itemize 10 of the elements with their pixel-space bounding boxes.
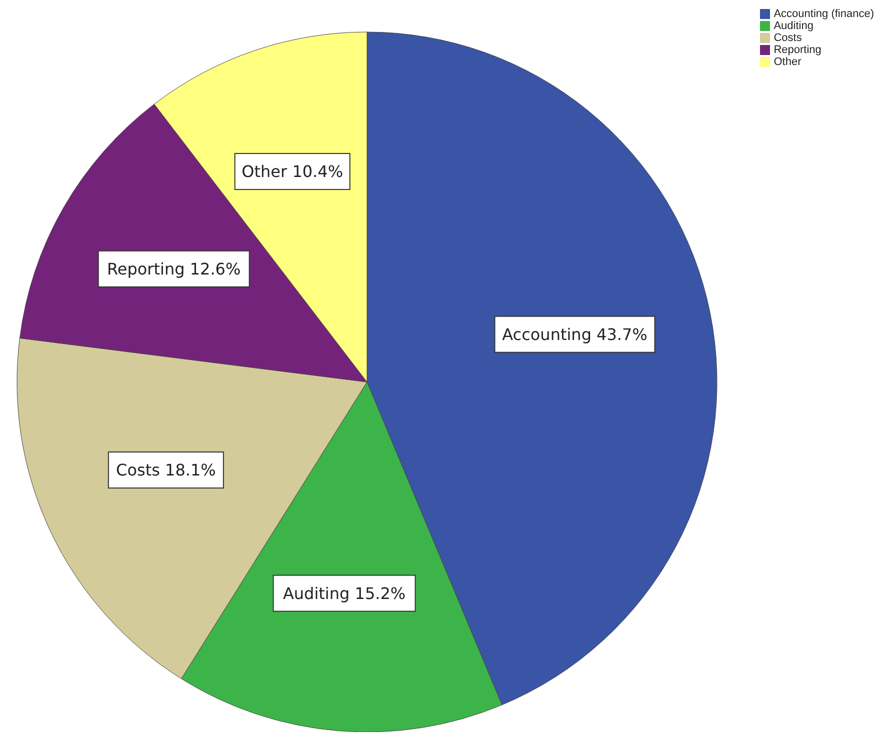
data-label: Accounting 43.7% (502, 324, 648, 344)
data-label: Costs 18.1% (116, 460, 216, 480)
legend-label: Costs (774, 32, 802, 44)
data-label: Auditing 15.2% (282, 584, 406, 603)
data-label: Reporting 12.6% (106, 259, 241, 278)
data-label: Other 10.4% (242, 162, 344, 181)
legend-label: Other (774, 56, 802, 68)
legend-label: Reporting (774, 44, 822, 56)
legend-label: Accounting (finance) (774, 8, 874, 20)
legend-label: Auditing (774, 20, 814, 32)
